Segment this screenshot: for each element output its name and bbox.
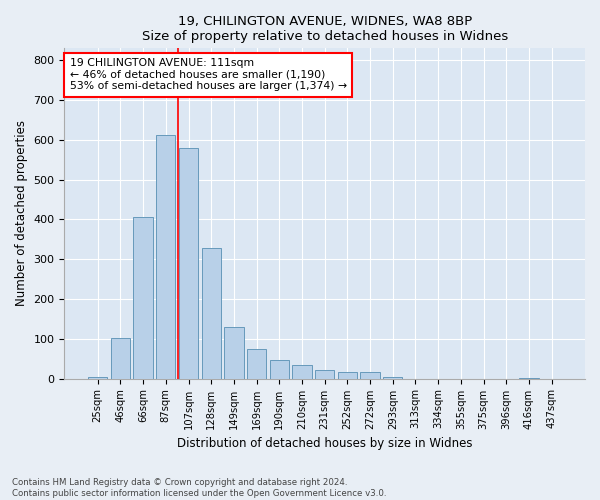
Bar xyxy=(292,364,311,378)
Bar xyxy=(361,372,380,378)
Bar xyxy=(179,148,198,378)
Bar xyxy=(383,376,403,378)
Text: 19 CHILINGTON AVENUE: 111sqm
← 46% of detached houses are smaller (1,190)
53% of: 19 CHILINGTON AVENUE: 111sqm ← 46% of de… xyxy=(70,58,347,92)
X-axis label: Distribution of detached houses by size in Widnes: Distribution of detached houses by size … xyxy=(177,437,472,450)
Bar xyxy=(88,376,107,378)
Title: 19, CHILINGTON AVENUE, WIDNES, WA8 8BP
Size of property relative to detached hou: 19, CHILINGTON AVENUE, WIDNES, WA8 8BP S… xyxy=(142,15,508,43)
Bar xyxy=(224,327,244,378)
Y-axis label: Number of detached properties: Number of detached properties xyxy=(15,120,28,306)
Bar xyxy=(111,338,130,378)
Bar xyxy=(202,248,221,378)
Bar xyxy=(247,348,266,378)
Bar xyxy=(269,360,289,378)
Bar xyxy=(338,372,357,378)
Text: Contains HM Land Registry data © Crown copyright and database right 2024.
Contai: Contains HM Land Registry data © Crown c… xyxy=(12,478,386,498)
Bar xyxy=(315,370,334,378)
Bar xyxy=(156,134,175,378)
Bar xyxy=(133,217,153,378)
